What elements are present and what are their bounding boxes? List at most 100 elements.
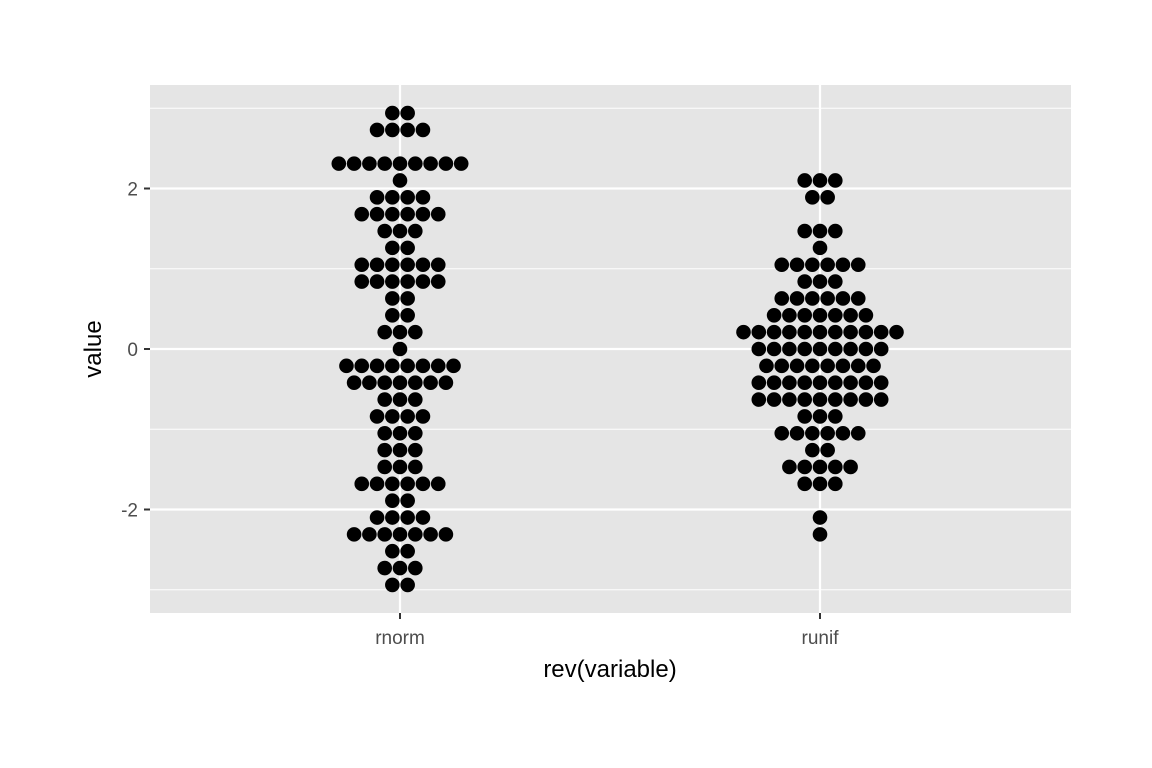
dot-rnorm	[369, 409, 385, 424]
dot-runif	[850, 257, 866, 273]
dot-runif	[774, 257, 790, 273]
dot-rnorm	[377, 392, 393, 407]
dot-rnorm	[392, 173, 408, 188]
dot-rnorm	[385, 206, 400, 222]
dot-rnorm	[408, 156, 423, 171]
dot-runif	[812, 274, 828, 289]
dot-runif	[805, 190, 820, 205]
dot-rnorm	[400, 493, 415, 508]
dot-rnorm	[430, 476, 446, 492]
dot-rnorm	[415, 476, 431, 492]
dot-runif	[797, 392, 812, 407]
dot-runif	[805, 358, 820, 374]
dot-runif	[751, 375, 767, 391]
minor-gridlines	[150, 107, 1071, 591]
dot-rnorm	[385, 493, 400, 508]
dot-rnorm	[392, 156, 408, 171]
dot-rnorm	[377, 223, 393, 239]
dot-runif	[812, 307, 828, 323]
dot-runif	[866, 358, 881, 374]
dot-runif	[843, 324, 858, 340]
dot-runif	[850, 425, 866, 441]
dot-runif	[751, 392, 767, 407]
dot-rnorm	[408, 560, 423, 576]
dot-rnorm	[362, 156, 377, 171]
dot-rnorm	[377, 425, 393, 441]
dot-runif	[805, 442, 820, 458]
dot-runif	[789, 291, 805, 306]
dot-rnorm	[400, 543, 415, 559]
dot-rnorm	[415, 257, 431, 273]
dot-rnorm	[354, 358, 370, 374]
dot-runif	[828, 173, 843, 188]
dot-runif	[797, 476, 812, 492]
y-axis: -2 0 2	[121, 180, 150, 522]
dot-runif	[820, 190, 835, 205]
dot-rnorm	[438, 375, 454, 391]
dot-rnorm	[415, 409, 431, 424]
dot-runif	[835, 358, 851, 374]
dot-runif	[751, 324, 767, 340]
dot-runif	[843, 375, 858, 391]
dot-rnorm	[392, 442, 408, 458]
dot-runif	[873, 341, 889, 357]
dot-rnorm	[415, 510, 431, 525]
dot-runif	[812, 223, 828, 239]
dot-runif	[820, 257, 835, 273]
dot-rnorm	[369, 476, 385, 492]
dot-rnorm	[400, 274, 415, 289]
dot-rnorm	[377, 442, 393, 458]
dot-rnorm	[408, 392, 423, 407]
dot-rnorm	[415, 274, 431, 289]
dot-runif	[782, 459, 797, 475]
dot-runif	[789, 257, 805, 273]
dot-rnorm	[377, 156, 393, 171]
dot-rnorm	[362, 375, 377, 391]
dot-runif	[843, 341, 858, 357]
dot-runif	[820, 291, 835, 306]
dot-runif	[820, 425, 835, 441]
dot-rnorm	[369, 510, 385, 525]
dot-rnorm	[400, 105, 415, 121]
dot-rnorm	[415, 358, 431, 374]
dot-rnorm	[354, 274, 370, 289]
dot-rnorm	[408, 223, 423, 239]
dot-rnorm	[400, 476, 415, 492]
dot-runif	[766, 341, 782, 357]
dot-runif	[835, 425, 851, 441]
dot-rnorm	[400, 257, 415, 273]
dot-rnorm	[392, 324, 408, 340]
dot-rnorm	[400, 409, 415, 424]
dot-runif	[797, 324, 812, 340]
dot-rnorm	[354, 206, 370, 222]
dot-runif	[805, 257, 820, 273]
dot-runif	[873, 324, 889, 340]
dot-runif	[774, 425, 790, 441]
dot-rnorm	[339, 358, 354, 374]
dot-runif	[812, 392, 828, 407]
dot-rnorm	[362, 527, 377, 542]
dot-runif	[828, 341, 843, 357]
dot-rnorm	[408, 459, 423, 475]
dot-runif	[751, 341, 767, 357]
dot-runif	[766, 392, 782, 407]
dot-rnorm	[377, 375, 393, 391]
dot-runif	[797, 375, 812, 391]
dot-runif	[873, 392, 889, 407]
dot-runif	[812, 240, 828, 256]
dot-rnorm	[438, 156, 454, 171]
dot-rnorm	[369, 206, 385, 222]
dot-rnorm	[392, 560, 408, 576]
dot-rnorm	[385, 190, 400, 205]
dot-rnorm	[430, 358, 446, 374]
dot-rnorm	[377, 560, 393, 576]
dot-rnorm	[392, 425, 408, 441]
dot-rnorm	[385, 240, 400, 256]
dot-rnorm	[377, 459, 393, 475]
dot-rnorm	[408, 324, 423, 340]
dot-rnorm	[408, 425, 423, 441]
dot-runif	[873, 375, 889, 391]
dot-runif	[797, 307, 812, 323]
dot-runif	[828, 375, 843, 391]
